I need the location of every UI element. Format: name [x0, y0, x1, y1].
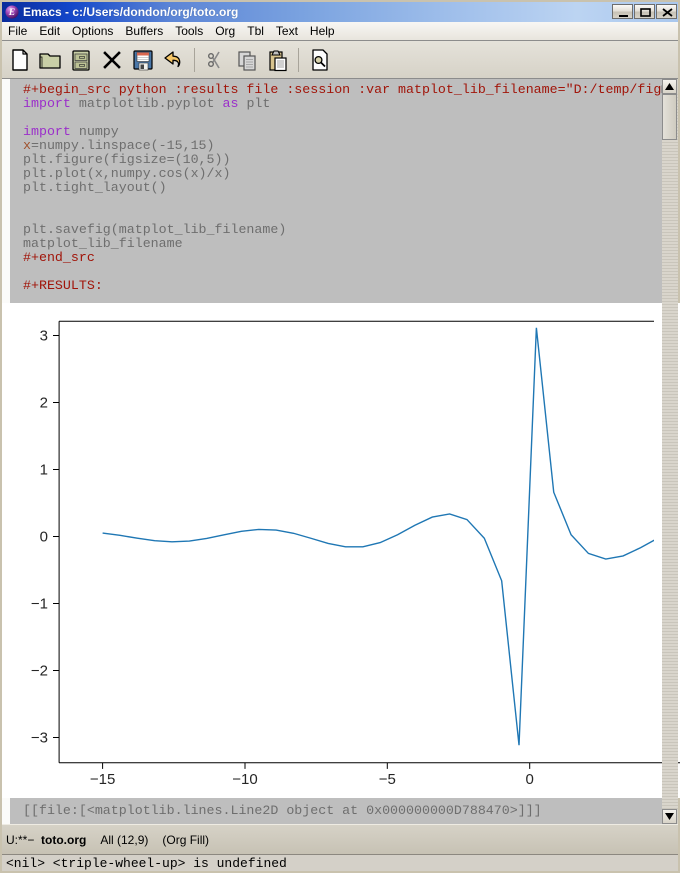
svg-text:1: 1: [40, 462, 48, 479]
svg-text:E: E: [8, 7, 15, 18]
svg-text:−1: −1: [31, 596, 48, 613]
svg-text:0: 0: [40, 529, 48, 546]
svg-text:−3: −3: [31, 730, 48, 747]
svg-text:2: 2: [40, 395, 48, 412]
svg-text:−2: −2: [31, 663, 48, 680]
svg-text:−15: −15: [90, 771, 115, 788]
svg-text:0: 0: [526, 771, 534, 788]
svg-text:3: 3: [40, 328, 48, 345]
svg-text:−10: −10: [232, 771, 257, 788]
svg-text:−5: −5: [379, 771, 396, 788]
